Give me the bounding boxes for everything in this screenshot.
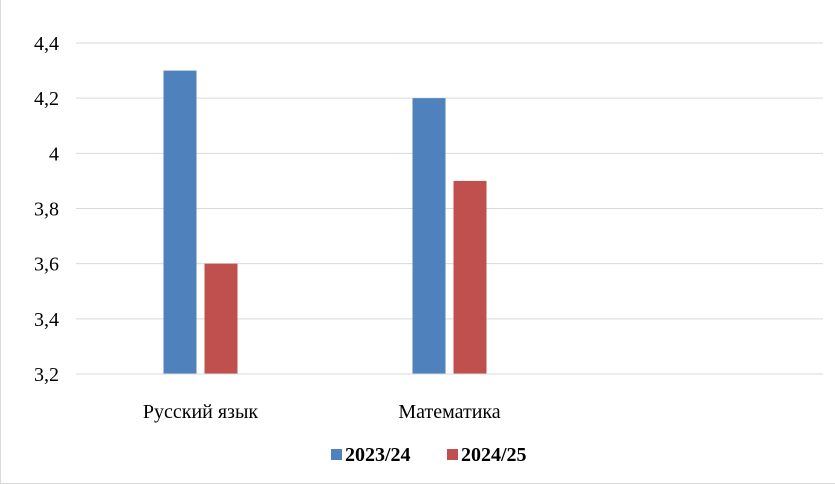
bar [453,180,487,374]
bars [163,70,487,375]
legend-label: 2024/25 [461,444,527,466]
legend-swatch [447,449,458,460]
y-axis-ticks: 3,2 3,4 3,6 3,8 4 4,2 4,4 [34,33,59,386]
y-tick-label: 3,4 [34,309,59,331]
bar [163,70,197,374]
gridlines [76,42,823,320]
x-tick-label: Математика [398,401,500,423]
y-tick-label: 3,2 [34,364,59,386]
legend-label: 2023/24 [345,444,411,466]
legend-entry: 2023/24 [331,444,411,466]
bar [412,98,446,375]
y-tick-label: 3,6 [34,254,59,276]
bar [204,263,238,374]
category-labels: Русский язык Математика [143,401,501,423]
x-tick-label: Русский язык [143,401,259,423]
legend-swatch [331,449,342,460]
y-tick-label: 3,8 [34,199,59,221]
y-tick-label: 4 [49,143,59,165]
y-tick-label: 4,2 [34,88,59,110]
y-tick-label: 4,4 [34,33,59,55]
legend-entry: 2024/25 [447,444,527,466]
legend: 2023/24 2024/25 [331,444,527,466]
